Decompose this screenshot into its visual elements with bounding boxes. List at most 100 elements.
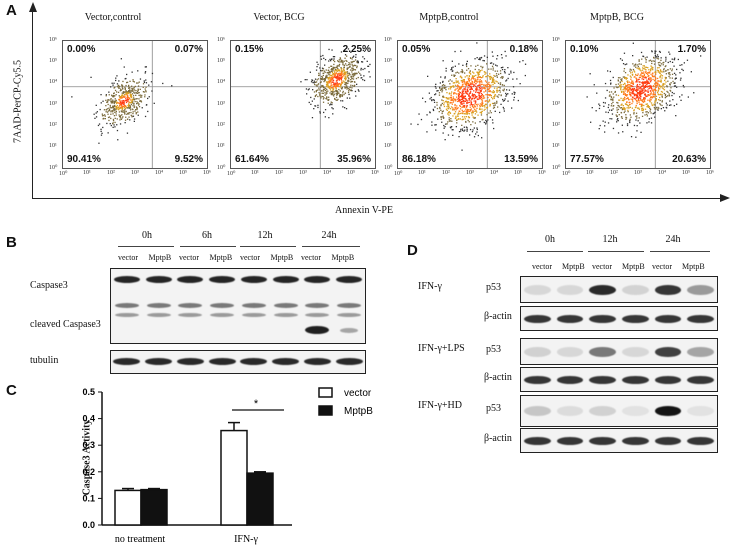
d-timepoint-24h: 24h	[665, 234, 681, 245]
caspase3-band	[177, 276, 204, 283]
y-tick-label: 10²	[217, 121, 225, 128]
x-tick-label: 10⁴	[490, 170, 499, 176]
beta-actin-label: β-actin	[484, 432, 512, 444]
c-y-tick-label: 0.3	[82, 440, 95, 450]
panel-c-letter: C	[6, 382, 17, 399]
flow-plot-title: Vector,control	[84, 12, 142, 23]
timepoint-24h: 24h	[321, 230, 337, 241]
timepoint-underline	[180, 246, 236, 247]
y-axis-label: 7AAD-PerCP-Cy5.5	[12, 59, 24, 144]
d-timepoint-0h: 0h	[545, 234, 555, 245]
nonspecific-band	[305, 303, 330, 308]
timepoint-6h: 6h	[202, 230, 212, 241]
nonspecific-band	[337, 313, 362, 317]
beta-actin-band	[589, 314, 616, 323]
flow-plot: 0.15% 2.25% 61.64% 35.96%	[230, 40, 376, 169]
x-tick-label: 10⁰	[562, 171, 571, 177]
condition-label: IFN-γ+HD	[418, 400, 462, 411]
d-lane-label: vector	[652, 262, 672, 271]
beta-actin-blot	[520, 367, 718, 392]
c-category-label: no treatment	[115, 534, 165, 545]
nonspecific-band	[146, 303, 171, 308]
quadrant-percent-ll: 61.64%	[235, 154, 269, 165]
quadrant-percent-lr: 13.59%	[504, 154, 538, 165]
p53-band	[556, 346, 584, 357]
y-tick-label: 10¹	[217, 142, 225, 149]
p53-blot	[520, 338, 718, 365]
y-tick-label: 10⁴	[49, 79, 58, 86]
nonspecific-band	[210, 313, 235, 317]
y-tick-label: 10⁴	[384, 79, 393, 86]
y-tick-label: 10⁶	[217, 37, 226, 43]
y-tick-label: 10²	[384, 121, 392, 128]
panel-d-letter: D	[407, 242, 418, 259]
quadrant-percent-ll: 90.41%	[67, 154, 101, 165]
beta-actin-band	[556, 436, 584, 445]
flow-plot-title: MptpB, BCG	[590, 12, 644, 23]
nonspecific-band	[273, 303, 298, 308]
flow-plot: 0.10% 1.70% 77.57% 20.63%	[565, 40, 711, 169]
caspase3-band	[304, 276, 331, 283]
tubulin-band	[208, 358, 236, 365]
y-tick-label: 10¹	[552, 142, 560, 149]
p53-band	[622, 406, 649, 416]
y-tick-label: 10¹	[384, 142, 392, 149]
x-tick-label: 10²	[107, 170, 115, 176]
quadrant-percent-ul: 0.10%	[570, 44, 599, 55]
y-tick-label: 10⁵	[384, 58, 393, 65]
tubulin-band	[272, 358, 300, 365]
timepoint-underline	[527, 251, 583, 252]
tubulin-band	[303, 358, 331, 365]
quadrant-percent-ur: 0.18%	[509, 44, 538, 55]
p53-band	[556, 406, 584, 416]
p53-label: p53	[486, 281, 501, 293]
y-tick-label: 10⁵	[217, 58, 226, 65]
x-tick-label: 10⁶	[706, 170, 715, 176]
nonspecific-band	[114, 313, 139, 317]
x-tick-label: 10³	[634, 170, 642, 176]
beta-actin-band	[556, 375, 584, 384]
panel-a-letter: A	[6, 2, 17, 19]
quadrant-percent-ul: 0.00%	[67, 44, 96, 55]
quadrant-percent-ul: 0.05%	[402, 44, 431, 55]
condition-label: IFN-γ+LPS	[418, 343, 465, 354]
lane-label: MptpB	[270, 253, 294, 262]
c-y-tick-label: 0.5	[82, 387, 95, 397]
beta-actin-band	[687, 314, 714, 323]
panel-a-axis-arrows	[29, 2, 730, 202]
x-tick-label: 10⁵	[347, 170, 356, 176]
lane-label: vector	[179, 253, 199, 262]
flow-plot: 0.05% 0.18% 86.18% 13.59%	[397, 40, 543, 169]
beta-actin-blot	[520, 306, 718, 331]
p53-label: p53	[486, 403, 501, 414]
y-tick-label: 10⁶	[49, 37, 58, 43]
vector-bar	[114, 489, 142, 526]
nonspecific-band	[241, 313, 266, 317]
quadrant-percent-ll: 86.18%	[402, 154, 436, 165]
quadrant-percent-ur: 2.25%	[342, 44, 371, 55]
y-tick-label: 10⁵	[49, 58, 58, 65]
y-tick-label: 10²	[552, 121, 560, 128]
caspase3-activity-chart: 0.0 0.1 0.2 0.3 0.4 0.5 no treatment IFN-γ * vect…	[82, 387, 373, 545]
x-tick-label: 10⁵	[179, 170, 188, 176]
x-tick-label: 10³	[299, 170, 307, 176]
vector-bar	[220, 429, 248, 526]
lane-label: vector	[301, 253, 321, 262]
x-tick-label: 10²	[442, 170, 450, 176]
p53-band	[687, 284, 714, 295]
quadrant-percent-lr: 20.63%	[672, 154, 706, 165]
nonspecific-band	[273, 313, 298, 317]
y-tick-label: 10⁶	[384, 37, 393, 43]
y-tick-label: 10⁵	[552, 58, 561, 65]
p53-band	[589, 346, 616, 357]
caspase3-blot	[110, 268, 366, 344]
quadrant-percent-ur: 1.70%	[677, 44, 706, 55]
beta-actin-band	[524, 436, 551, 445]
beta-actin-label: β-actin	[484, 310, 512, 322]
flow-plot-title: MptpB,control	[419, 12, 479, 23]
x-tick-label: 10³	[466, 170, 474, 176]
d-lane-label: MptpB	[682, 262, 705, 271]
d-lane-label: vector	[592, 262, 612, 271]
quadrant-percent-lr: 9.52%	[174, 154, 203, 165]
tubulin-band	[145, 358, 173, 365]
